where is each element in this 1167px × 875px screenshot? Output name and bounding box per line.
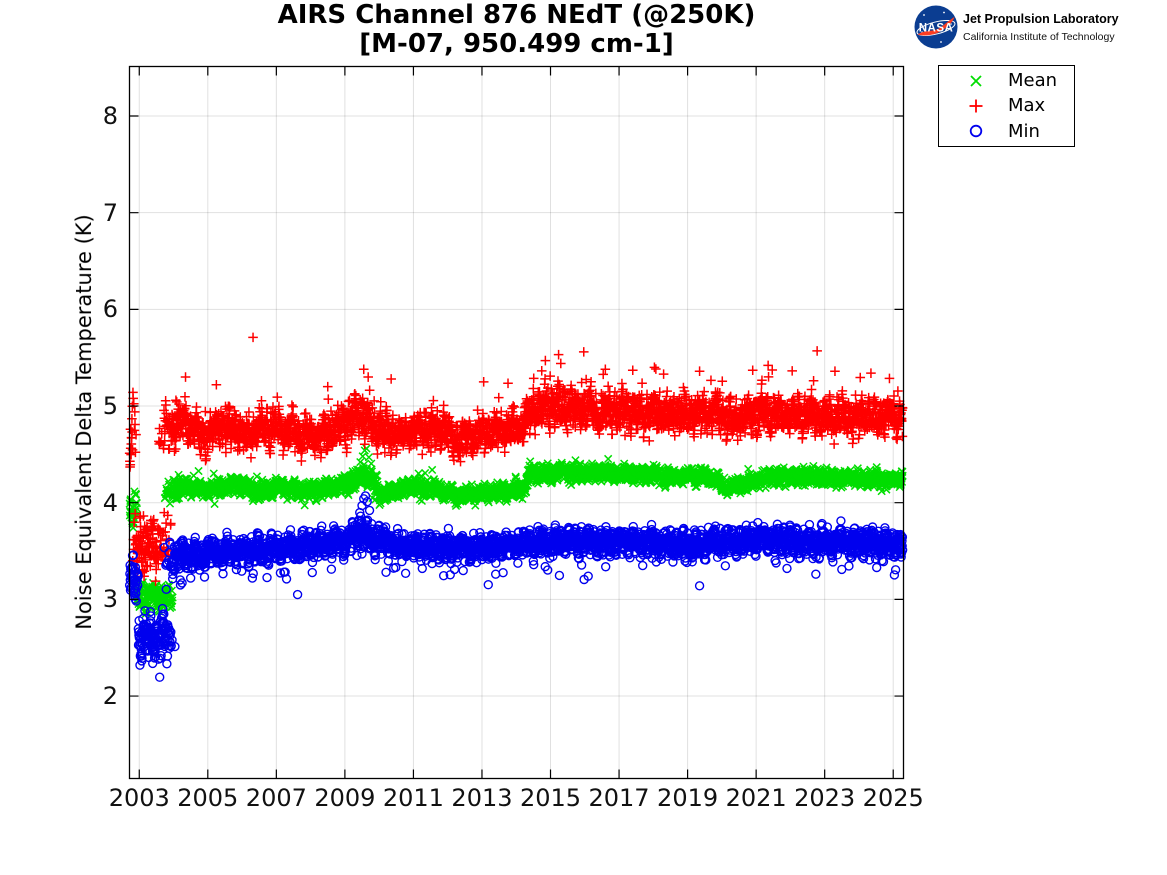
x-tick-2025: 2025 bbox=[862, 784, 924, 812]
x-tick-2013: 2013 bbox=[451, 784, 513, 812]
legend-item-mean: Mean bbox=[963, 69, 1074, 93]
mean-marker-icon bbox=[970, 75, 982, 87]
legend-item-min: Min bbox=[963, 119, 1074, 143]
nasa-logo-text: NASA bbox=[919, 23, 954, 35]
y-tick-7: 7 bbox=[102, 198, 118, 227]
legend-label: Mean bbox=[1008, 70, 1058, 92]
jpl-branding: NASA Jet Propulsion Laboratory Californi… bbox=[914, 5, 1164, 55]
chart-title: AIRS Channel 876 NEdT (@250K) bbox=[277, 0, 756, 30]
x-tick-2021: 2021 bbox=[725, 784, 787, 812]
x-tick-2007: 2007 bbox=[245, 784, 307, 812]
y-tick-3: 3 bbox=[102, 585, 118, 614]
x-tick-2009: 2009 bbox=[314, 784, 376, 812]
legend-item-max: Max bbox=[963, 94, 1074, 118]
x-tick-2005: 2005 bbox=[177, 784, 239, 812]
x-tick-2011: 2011 bbox=[382, 784, 444, 812]
y-tick-8: 8 bbox=[102, 101, 118, 130]
legend-label: Min bbox=[1008, 120, 1040, 142]
x-tick-2015: 2015 bbox=[519, 784, 582, 812]
x-tick-2023: 2023 bbox=[794, 784, 856, 812]
y-tick-5: 5 bbox=[102, 392, 118, 421]
y-axis-label: Noise Equivalent Delta Temperature (K) bbox=[72, 214, 96, 630]
chart-subtitle: [M-07, 950.499 cm-1] bbox=[359, 29, 674, 59]
max-marker-icon bbox=[969, 99, 983, 113]
y-tick-2: 2 bbox=[102, 682, 118, 711]
x-tick-2017: 2017 bbox=[588, 784, 650, 812]
y-tick-6: 6 bbox=[102, 295, 118, 324]
min-marker-icon bbox=[969, 125, 983, 138]
x-tick-2019: 2019 bbox=[657, 784, 719, 812]
legend-label: Max bbox=[1008, 95, 1046, 117]
nasa-swoosh-icon bbox=[917, 17, 955, 36]
caltech-name: California Institute of Technology bbox=[963, 31, 1115, 43]
nasa-logo: NASA bbox=[914, 5, 958, 49]
x-tick-2003: 2003 bbox=[108, 784, 170, 812]
y-tick-4: 4 bbox=[102, 488, 118, 517]
legend: Mean Max Min bbox=[938, 65, 1075, 147]
jpl-name: Jet Propulsion Laboratory bbox=[963, 12, 1119, 26]
